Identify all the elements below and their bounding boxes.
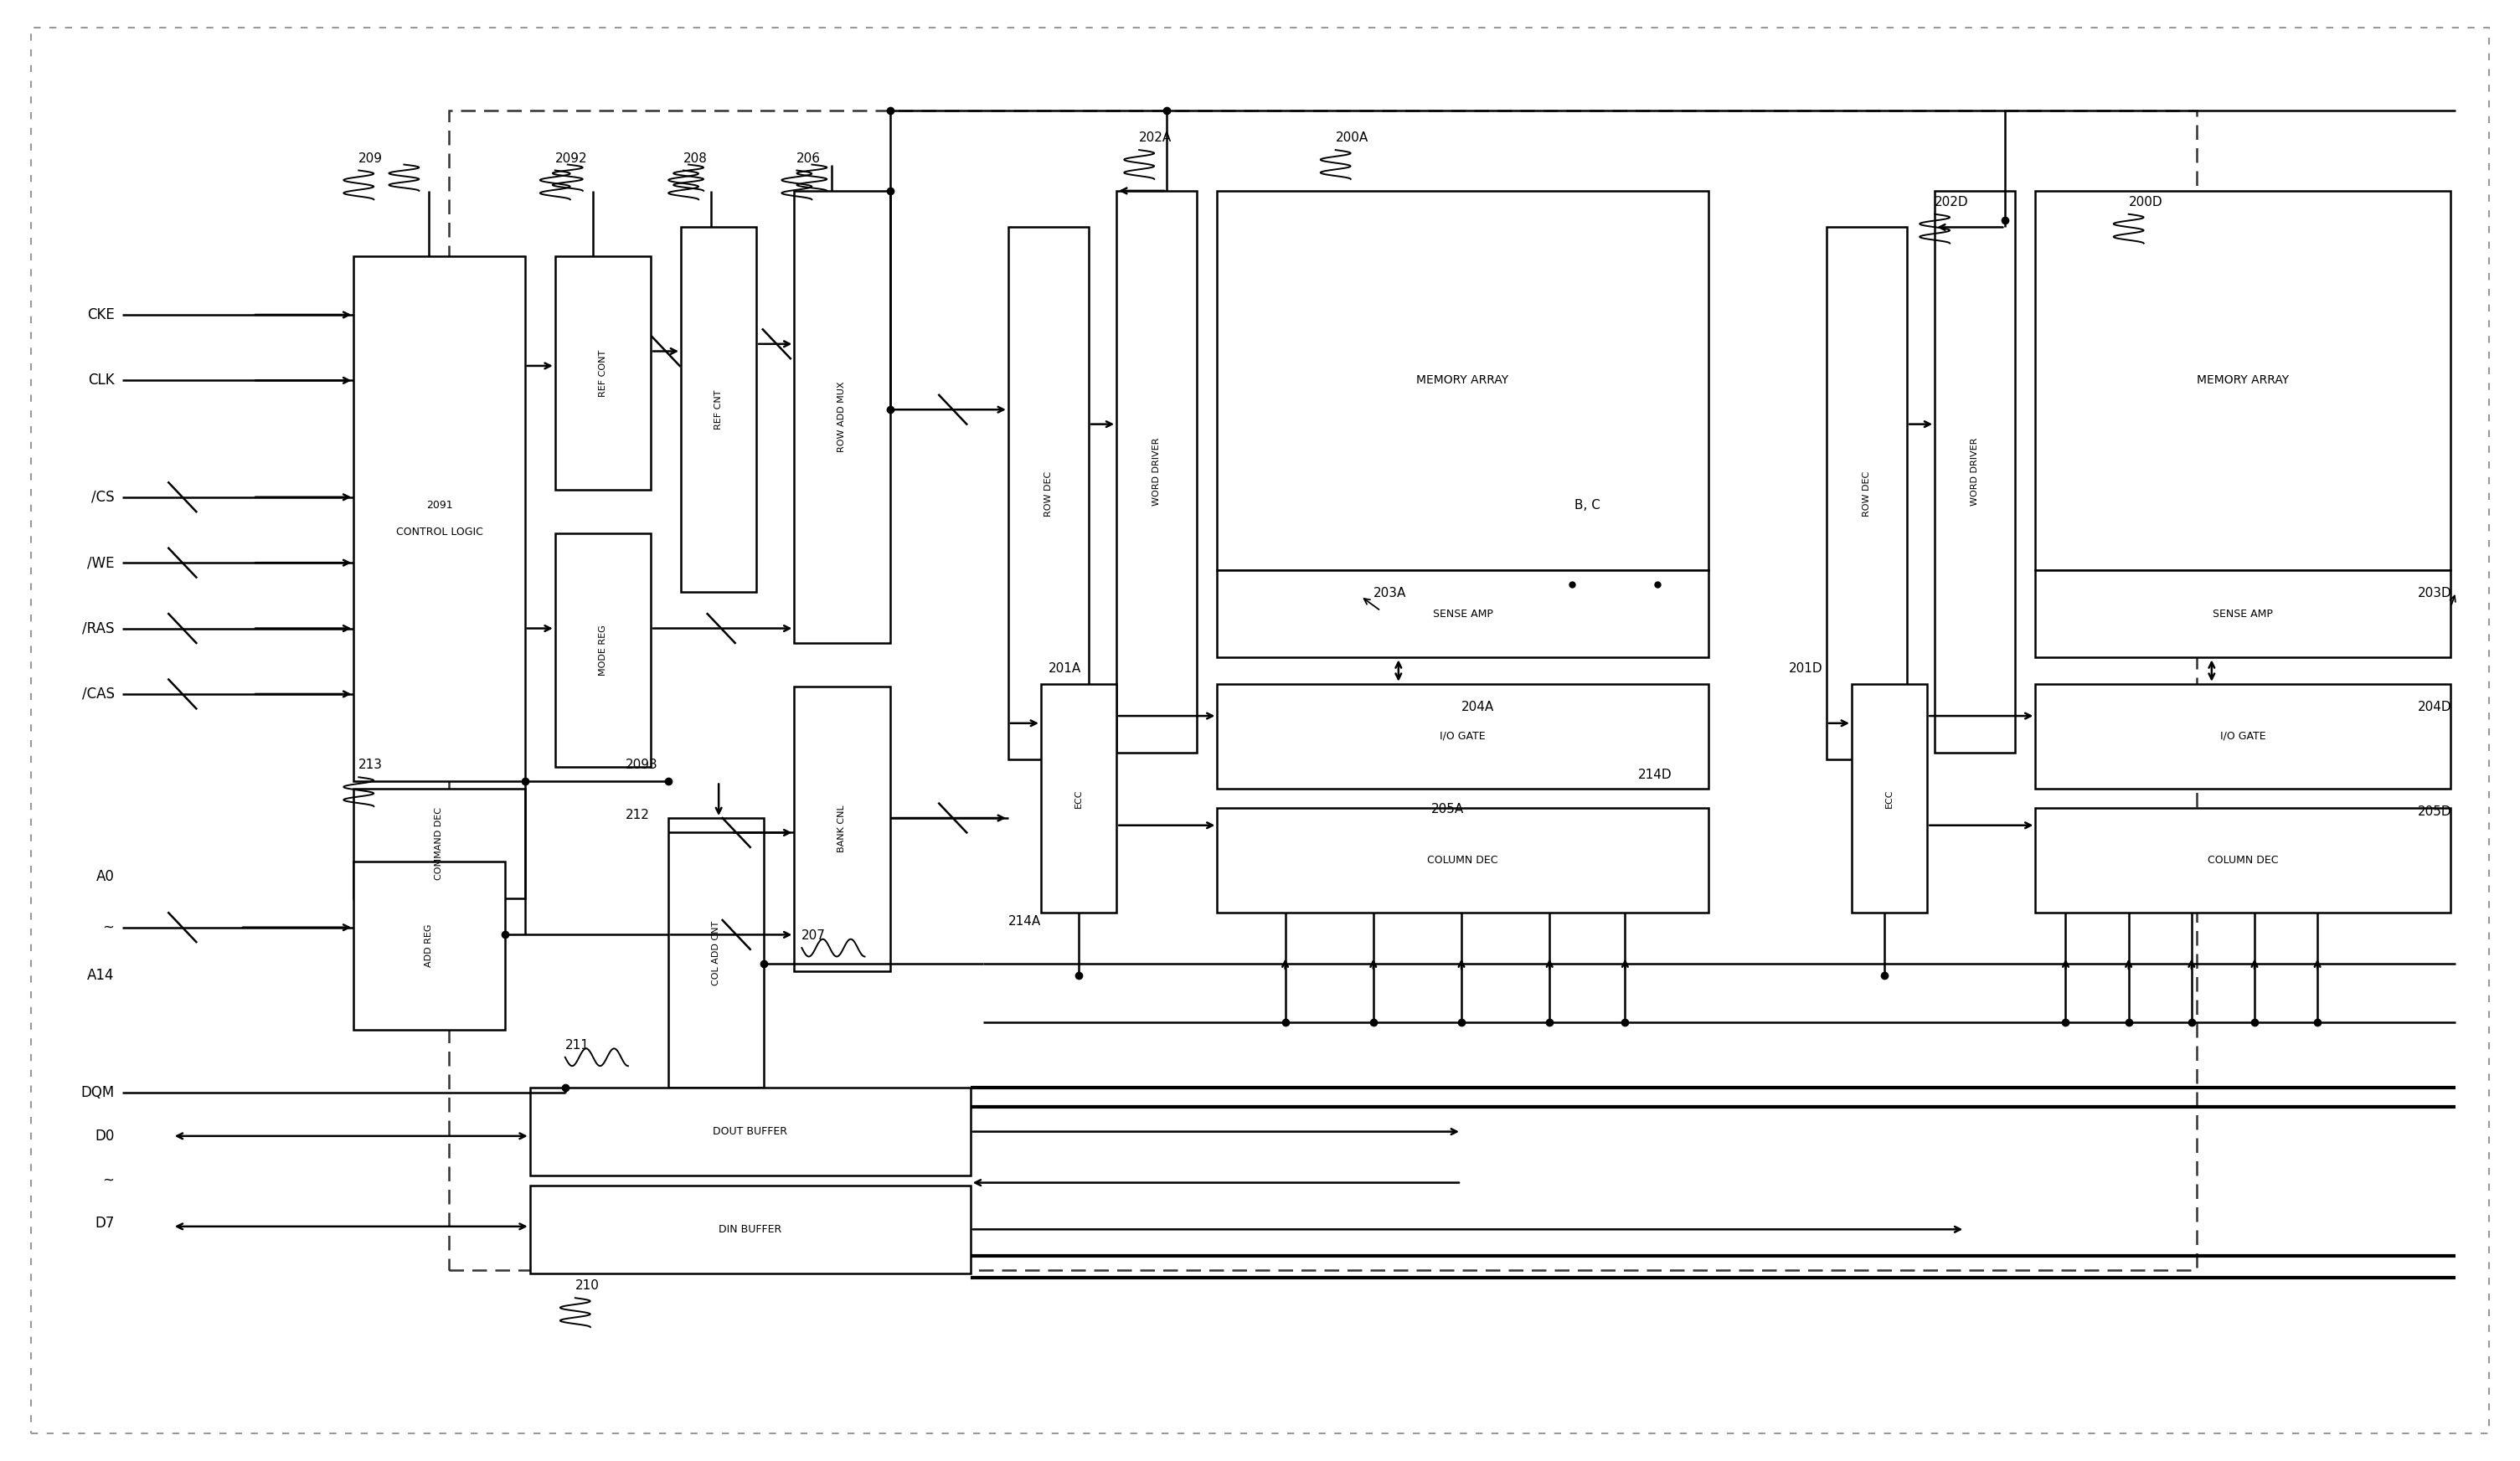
Bar xyxy=(353,789,524,899)
Text: COLUMN DEC: COLUMN DEC xyxy=(1426,855,1497,866)
Text: I/O GATE: I/O GATE xyxy=(2220,730,2265,742)
Text: 203A: 203A xyxy=(1373,587,1406,599)
Text: /RAS: /RAS xyxy=(83,621,113,636)
Bar xyxy=(1041,684,1116,913)
Text: ~: ~ xyxy=(103,920,113,935)
Text: 2092: 2092 xyxy=(554,152,587,165)
Text: 214D: 214D xyxy=(1638,768,1671,782)
Bar xyxy=(2036,684,2452,789)
Bar xyxy=(794,191,890,643)
Bar xyxy=(2036,808,2452,913)
Text: SENSE AMP: SENSE AMP xyxy=(2213,608,2273,619)
Text: REF CONT: REF CONT xyxy=(600,349,607,397)
Text: 214A: 214A xyxy=(1008,915,1041,928)
Bar xyxy=(1217,570,1709,657)
Text: ECC: ECC xyxy=(1885,789,1893,808)
Text: ROW ADD MUX: ROW ADD MUX xyxy=(837,381,847,453)
Bar xyxy=(1935,191,2016,752)
Text: REF CNT: REF CNT xyxy=(716,390,723,430)
Bar xyxy=(2036,191,2452,570)
Text: 2093: 2093 xyxy=(625,758,658,771)
Text: 2091

CONTROL LOGIC: 2091 CONTROL LOGIC xyxy=(396,500,484,538)
Text: COL ADD CNT: COL ADD CNT xyxy=(713,920,721,985)
Bar xyxy=(529,1186,970,1273)
Text: 203D: 203D xyxy=(2419,587,2452,599)
Text: MEMORY ARRAY: MEMORY ARRAY xyxy=(2197,374,2288,386)
Bar xyxy=(1217,684,1709,789)
Bar xyxy=(680,228,756,592)
Text: CKE: CKE xyxy=(88,307,113,323)
Text: 202D: 202D xyxy=(1935,196,1968,209)
Text: I/O GATE: I/O GATE xyxy=(1439,730,1487,742)
Text: CLK: CLK xyxy=(88,373,113,389)
Text: 206: 206 xyxy=(796,152,822,165)
Text: 204D: 204D xyxy=(2419,700,2452,713)
Text: ADD REG: ADD REG xyxy=(426,925,433,967)
Text: B, C: B, C xyxy=(1575,500,1600,511)
Text: MODE REG: MODE REG xyxy=(600,625,607,675)
Text: DQM: DQM xyxy=(81,1084,113,1100)
Text: 202A: 202A xyxy=(1139,131,1172,145)
Bar xyxy=(1852,684,1928,913)
Text: COLUMN DEC: COLUMN DEC xyxy=(2208,855,2278,866)
Text: ~: ~ xyxy=(103,1172,113,1188)
Text: 205D: 205D xyxy=(2419,805,2452,818)
Text: 201D: 201D xyxy=(1789,662,1822,675)
Bar xyxy=(668,818,764,1088)
Text: BANK CNL: BANK CNL xyxy=(837,805,847,853)
Bar xyxy=(1217,191,1709,570)
Bar xyxy=(554,257,650,489)
Text: 200D: 200D xyxy=(2129,196,2162,209)
Text: 213: 213 xyxy=(358,758,383,771)
Bar xyxy=(1116,191,1197,752)
Text: /WE: /WE xyxy=(88,555,113,570)
Text: 210: 210 xyxy=(575,1280,600,1292)
Text: ROW DEC: ROW DEC xyxy=(1043,470,1053,516)
Bar xyxy=(2036,570,2452,657)
Bar xyxy=(554,533,650,767)
Text: COMMAND DEC: COMMAND DEC xyxy=(436,806,444,880)
Text: D7: D7 xyxy=(96,1216,113,1232)
Text: 212: 212 xyxy=(625,808,650,821)
Bar xyxy=(353,862,504,1030)
Text: A0: A0 xyxy=(96,869,113,884)
Text: 204A: 204A xyxy=(1462,700,1494,713)
Bar xyxy=(794,687,890,972)
Text: DOUT BUFFER: DOUT BUFFER xyxy=(713,1126,786,1137)
Bar xyxy=(1008,228,1089,760)
Text: 209: 209 xyxy=(358,152,383,165)
Text: SENSE AMP: SENSE AMP xyxy=(1431,608,1492,619)
Text: ECC: ECC xyxy=(1074,789,1084,808)
Text: 208: 208 xyxy=(683,152,708,165)
Text: DIN BUFFER: DIN BUFFER xyxy=(718,1224,781,1235)
Text: 200A: 200A xyxy=(1336,131,1368,145)
Text: 211: 211 xyxy=(564,1039,590,1052)
Text: WORD DRIVER: WORD DRIVER xyxy=(1971,437,1978,506)
Text: /CS: /CS xyxy=(91,489,113,504)
Text: D0: D0 xyxy=(96,1128,113,1144)
Text: 207: 207 xyxy=(801,929,827,942)
Text: MEMORY ARRAY: MEMORY ARRAY xyxy=(1416,374,1509,386)
Bar xyxy=(529,1088,970,1176)
Text: WORD DRIVER: WORD DRIVER xyxy=(1152,437,1162,506)
Bar xyxy=(353,257,524,782)
Text: 201A: 201A xyxy=(1048,662,1081,675)
Text: 205A: 205A xyxy=(1431,802,1464,815)
Text: ROW DEC: ROW DEC xyxy=(1862,470,1870,516)
Text: /CAS: /CAS xyxy=(81,687,113,701)
Bar xyxy=(1827,228,1908,760)
Text: A14: A14 xyxy=(88,969,113,983)
Bar xyxy=(449,111,2197,1270)
Bar xyxy=(1217,808,1709,913)
